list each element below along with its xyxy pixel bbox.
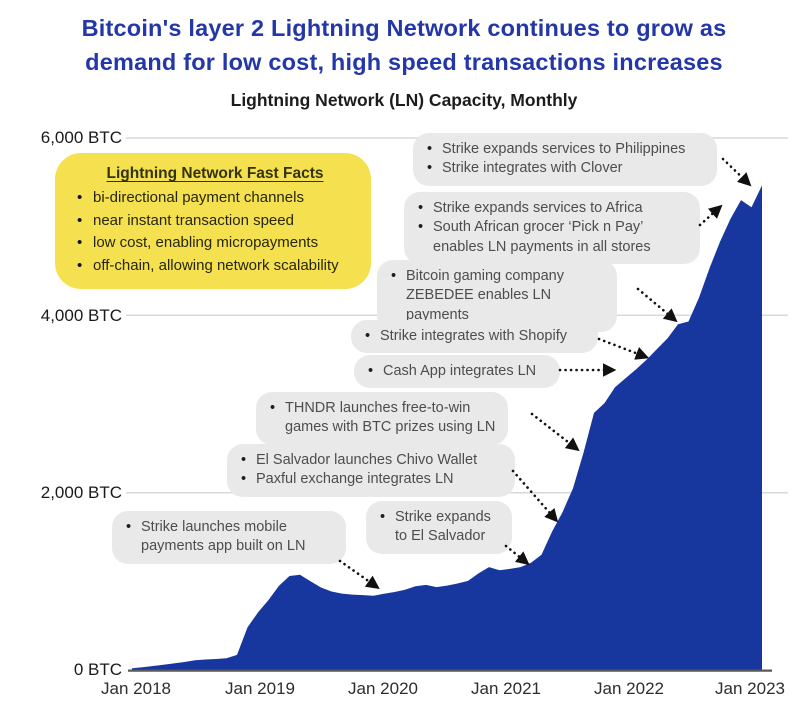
annotation-strike-el-salvador: Strike expands to El Salvador [366, 501, 512, 554]
fast-facts-title: Lightning Network Fast Facts [106, 165, 324, 182]
annotation-line: South African grocer ‘Pick n Pay’ enable… [414, 218, 688, 257]
fast-fact-item: near instant transaction speed [73, 210, 357, 233]
chart-title: Lightning Network (LN) Capacity, Monthly [230, 90, 578, 110]
y-tick-2000: 2,000 BTC [40, 483, 122, 502]
x-tick-jan-2019: Jan 2019 [225, 679, 295, 698]
x-tick-jan-2023: Jan 2023 [715, 679, 785, 698]
annotation-line: El Salvador launches Chivo Wallet [237, 451, 503, 471]
annotation-line: THNDR launches free-to-win games with BT… [266, 399, 496, 438]
fast-fact-item: bi-directional payment channels [73, 187, 357, 210]
annotation-line: Strike expands to El Salvador [376, 508, 500, 547]
x-tick-jan-2021: Jan 2021 [471, 679, 541, 698]
annotation-strike-mobile-app: Strike launches mobile payments app buil… [112, 511, 346, 564]
annotation-line: Strike launches mobile payments app buil… [122, 518, 334, 557]
annotation-africa-pick-n-pay: Strike expands services to Africa South … [404, 192, 700, 265]
page-title: Bitcoin's layer 2 Lightning Network cont… [81, 15, 727, 76]
y-tick-4000: 4,000 BTC [40, 306, 122, 325]
annotation-thndr: THNDR launches free-to-win games with BT… [256, 392, 508, 445]
x-tick-jan-2022: Jan 2022 [594, 679, 664, 698]
annotation-el-salvador-chivo-paxful: El Salvador launches Chivo Wallet Paxful… [227, 444, 515, 497]
fast-fact-item: low cost, enabling micropayments [73, 232, 357, 255]
annotation-line: Strike integrates with Clover [423, 159, 705, 179]
y-tick-6000: 6,000 BTC [40, 128, 122, 147]
annotation-line: Strike expands services to Philippines [423, 140, 705, 160]
fast-facts-list: bi-directional payment channels near ins… [73, 187, 357, 277]
fast-fact-item: off-chain, allowing network scalability [73, 255, 357, 278]
annotation-line: Strike integrates with Shopify [361, 327, 586, 347]
annotation-cash-app: Cash App integrates LN [354, 355, 560, 389]
annotation-philippines-clover: Strike expands services to Philippines S… [413, 133, 717, 186]
annotation-line: Cash App integrates LN [364, 362, 548, 382]
fast-facts-callout: Lightning Network Fast Facts bi-directio… [55, 153, 371, 289]
annotation-shopify: Strike integrates with Shopify [351, 320, 598, 354]
x-tick-jan-2020: Jan 2020 [348, 679, 418, 698]
y-tick-0: 0 BTC [73, 660, 122, 679]
annotation-line: Bitcoin gaming company ZEBEDEE enables L… [387, 267, 605, 325]
annotation-line: Strike expands services to Africa [414, 199, 688, 219]
annotation-line: Paxful exchange integrates LN [237, 470, 503, 490]
x-tick-jan-2018: Jan 2018 [101, 679, 171, 698]
